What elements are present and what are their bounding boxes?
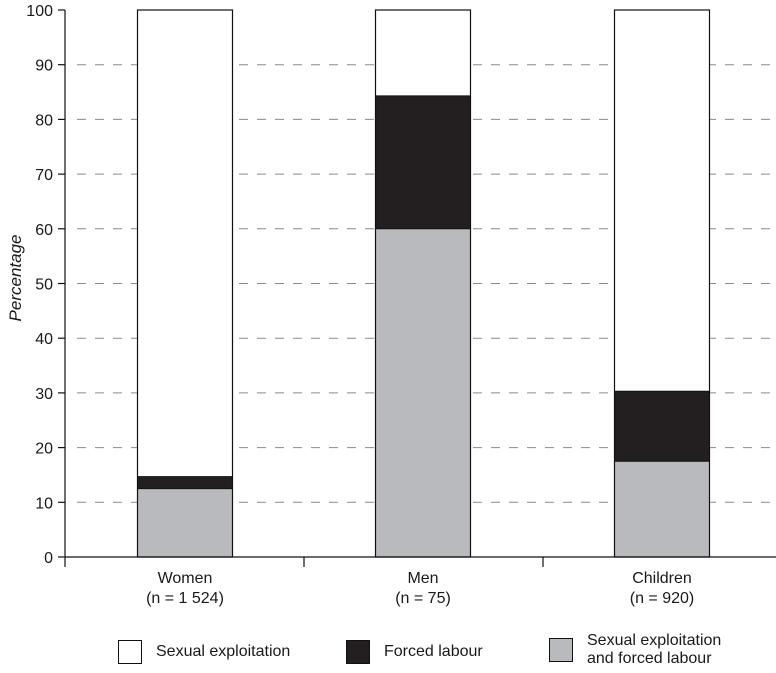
bar-segment (375, 95, 471, 229)
y-tick-label: 10 (35, 495, 53, 512)
legend-swatch-grey (549, 638, 573, 662)
stacked-bar-chart: 0 10 20 30 40 50 60 70 80 90 100 Women (n = 1 524) M… (6, 3, 776, 607)
axes (58, 9, 776, 567)
y-tick-label: 0 (44, 550, 53, 567)
bar-segment (614, 10, 710, 392)
legend-label: Sexual exploitation and forced labour (587, 632, 722, 667)
bar-segment (137, 10, 233, 477)
y-tick-label: 60 (35, 222, 53, 239)
y-tick-label: 70 (35, 167, 53, 184)
y-tick-label: 30 (35, 386, 53, 403)
legend-swatch-black (346, 640, 370, 664)
y-tick-labels: 0 10 20 30 40 50 60 70 80 90 100 (26, 3, 53, 567)
y-tick-label: 50 (35, 277, 53, 294)
x-tick-label: Men (407, 570, 438, 587)
legend: Sexual exploitation Forced labour Sexual… (0, 632, 776, 673)
y-tick-label: 80 (35, 112, 53, 129)
y-tick-label: 90 (35, 58, 53, 75)
y-tick-label: 20 (35, 441, 53, 458)
x-tick-sublabel: (n = 1 524) (146, 590, 224, 607)
bar-segment (614, 461, 710, 557)
x-tick-label: Children (632, 570, 692, 587)
x-tick-labels: Women (n = 1 524) Men (n = 75) Children (n = … (146, 570, 694, 607)
y-axis-label: Percentage (6, 235, 25, 322)
bar-segment (137, 488, 233, 557)
bars (136, 9, 711, 558)
y-tick-label: 100 (26, 3, 53, 20)
x-tick-sublabel: (n = 75) (395, 590, 451, 607)
legend-item-sexual-exploitation: Sexual exploitation (118, 640, 290, 664)
bar-segment (375, 228, 471, 558)
legend-swatch-white (118, 640, 142, 664)
bar-segment (137, 476, 233, 489)
legend-item-forced-labour: Forced labour (346, 640, 483, 664)
bar-segment (375, 10, 471, 96)
x-tick-label: Women (158, 570, 213, 587)
legend-item-sexual-exploitation-and-forced-labour: Sexual exploitation and forced labour (549, 632, 721, 668)
y-tick-label: 40 (35, 331, 53, 348)
bar-segment (614, 391, 710, 462)
legend-label: Forced labour (384, 643, 483, 660)
x-tick-sublabel: (n = 920) (630, 590, 694, 607)
legend-label: Sexual exploitation (156, 643, 291, 660)
